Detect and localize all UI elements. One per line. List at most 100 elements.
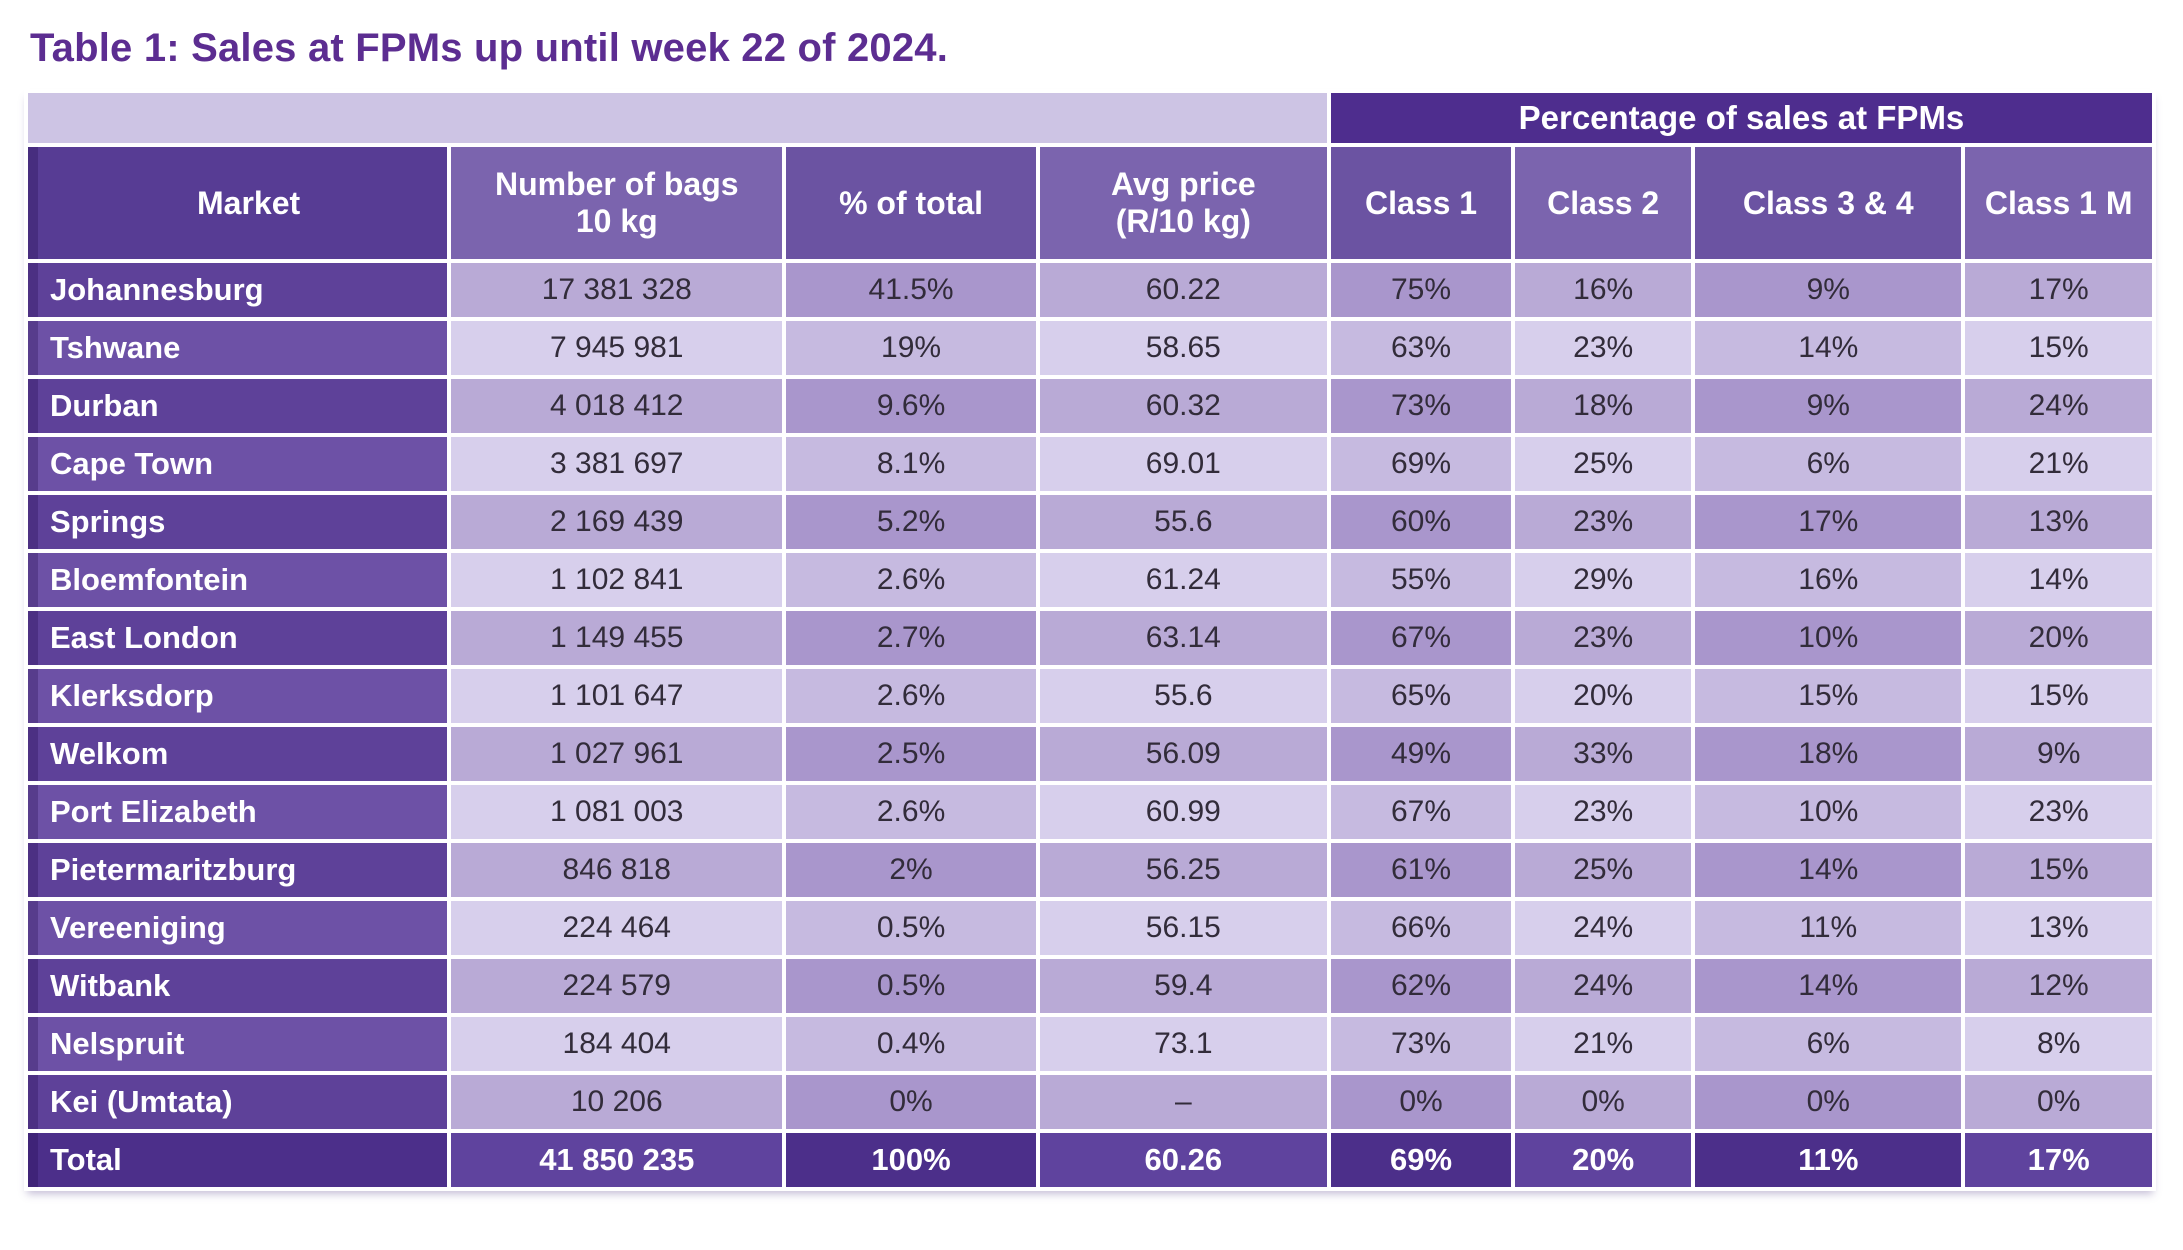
total-pct-cell: 100% bbox=[786, 1133, 1036, 1187]
table-row: Pietermaritzburg 846 818 2% 56.25 61% 25… bbox=[28, 843, 2152, 897]
market-cell: East London bbox=[28, 611, 448, 665]
market-cell: Klerksdorp bbox=[28, 669, 448, 723]
market-cell: Cape Town bbox=[28, 437, 448, 491]
empty-header-strip bbox=[28, 93, 1327, 143]
table-body: Johannesburg 17 381 328 41.5% 60.22 75% … bbox=[28, 263, 2152, 1129]
table-row: Durban 4 018 412 9.6% 60.32 73% 18% 9% 2… bbox=[28, 379, 2152, 433]
total-class-3-4-cell: 11% bbox=[1695, 1133, 1962, 1187]
column-header-market: Market bbox=[28, 147, 448, 259]
class-2-cell: 23% bbox=[1515, 611, 1692, 665]
total-avg-price-cell: 60.26 bbox=[1039, 1133, 1327, 1187]
market-cell: Johannesburg bbox=[28, 263, 448, 317]
pct-total-cell: 2.7% bbox=[786, 611, 1036, 665]
class-1-m-cell: 14% bbox=[1965, 553, 2152, 607]
table-row: Kei (Umtata) 10 206 0% – 0% 0% 0% 0% bbox=[28, 1075, 2152, 1129]
pct-total-cell: 2.6% bbox=[786, 785, 1036, 839]
bags-cell: 1 149 455 bbox=[451, 611, 783, 665]
bags-cell: 10 206 bbox=[451, 1075, 783, 1129]
class-1-m-cell: 21% bbox=[1965, 437, 2152, 491]
class-1-m-cell: 15% bbox=[1965, 321, 2152, 375]
avg-price-cell: 61.24 bbox=[1039, 553, 1327, 607]
class-1-m-cell: 9% bbox=[1965, 727, 2152, 781]
avg-price-cell: 55.6 bbox=[1039, 669, 1327, 723]
class-3-4-cell: 16% bbox=[1695, 553, 1962, 607]
bags-cell: 1 081 003 bbox=[451, 785, 783, 839]
class-2-cell: 24% bbox=[1515, 901, 1692, 955]
total-class-1-m-cell: 17% bbox=[1965, 1133, 2152, 1187]
market-cell: Bloemfontein bbox=[28, 553, 448, 607]
market-cell: Welkom bbox=[28, 727, 448, 781]
class-2-cell: 23% bbox=[1515, 785, 1692, 839]
class-3-4-cell: 9% bbox=[1695, 379, 1962, 433]
avg-price-cell: 60.22 bbox=[1039, 263, 1327, 317]
class-3-4-cell: 6% bbox=[1695, 437, 1962, 491]
table-row: Johannesburg 17 381 328 41.5% 60.22 75% … bbox=[28, 263, 2152, 317]
avg-price-cell: 56.15 bbox=[1039, 901, 1327, 955]
class-3-4-cell: 14% bbox=[1695, 843, 1962, 897]
class-1-m-cell: 15% bbox=[1965, 669, 2152, 723]
bags-cell: 1 027 961 bbox=[451, 727, 783, 781]
class-2-cell: 0% bbox=[1515, 1075, 1692, 1129]
class-2-cell: 18% bbox=[1515, 379, 1692, 433]
class-2-cell: 24% bbox=[1515, 959, 1692, 1013]
class-2-cell: 23% bbox=[1515, 495, 1692, 549]
column-header-row: Market Number of bags 10 kg % of total A… bbox=[28, 147, 2152, 259]
class-3-4-cell: 15% bbox=[1695, 669, 1962, 723]
bags-cell: 1 101 647 bbox=[451, 669, 783, 723]
table-row: Nelspruit 184 404 0.4% 73.1 73% 21% 6% 8… bbox=[28, 1017, 2152, 1071]
avg-price-cell: 55.6 bbox=[1039, 495, 1327, 549]
class-1-m-cell: 0% bbox=[1965, 1075, 2152, 1129]
avg-price-cell: 73.1 bbox=[1039, 1017, 1327, 1071]
class-3-4-cell: 6% bbox=[1695, 1017, 1962, 1071]
bags-cell: 17 381 328 bbox=[451, 263, 783, 317]
pct-total-cell: 0.4% bbox=[786, 1017, 1036, 1071]
class-1-cell: 49% bbox=[1330, 727, 1512, 781]
avg-price-cell: 60.99 bbox=[1039, 785, 1327, 839]
class-1-m-cell: 15% bbox=[1965, 843, 2152, 897]
class-1-cell: 69% bbox=[1330, 437, 1512, 491]
class-1-cell: 62% bbox=[1330, 959, 1512, 1013]
class-1-cell: 65% bbox=[1330, 669, 1512, 723]
table-row: Tshwane 7 945 981 19% 58.65 63% 23% 14% … bbox=[28, 321, 2152, 375]
class-1-cell: 60% bbox=[1330, 495, 1512, 549]
pct-total-cell: 2% bbox=[786, 843, 1036, 897]
group-header-cell: Percentage of sales at FPMs bbox=[1330, 93, 2152, 143]
table-row: Springs 2 169 439 5.2% 55.6 60% 23% 17% … bbox=[28, 495, 2152, 549]
class-1-m-cell: 23% bbox=[1965, 785, 2152, 839]
class-3-4-cell: 10% bbox=[1695, 611, 1962, 665]
market-cell: Durban bbox=[28, 379, 448, 433]
table-row: Klerksdorp 1 101 647 2.6% 55.6 65% 20% 1… bbox=[28, 669, 2152, 723]
class-1-cell: 63% bbox=[1330, 321, 1512, 375]
bags-cell: 3 381 697 bbox=[451, 437, 783, 491]
market-cell: Vereeniging bbox=[28, 901, 448, 955]
class-1-m-cell: 20% bbox=[1965, 611, 2152, 665]
class-1-cell: 66% bbox=[1330, 901, 1512, 955]
total-class-2-cell: 20% bbox=[1515, 1133, 1692, 1187]
class-1-cell: 67% bbox=[1330, 611, 1512, 665]
group-header-row: Percentage of sales at FPMs bbox=[28, 93, 2152, 143]
class-1-cell: 73% bbox=[1330, 379, 1512, 433]
class-1-cell: 55% bbox=[1330, 553, 1512, 607]
class-1-m-cell: 24% bbox=[1965, 379, 2152, 433]
table-row: Bloemfontein 1 102 841 2.6% 61.24 55% 29… bbox=[28, 553, 2152, 607]
avg-price-cell: 56.09 bbox=[1039, 727, 1327, 781]
class-1-cell: 73% bbox=[1330, 1017, 1512, 1071]
pct-total-cell: 8.1% bbox=[786, 437, 1036, 491]
market-cell: Witbank bbox=[28, 959, 448, 1013]
pct-total-cell: 41.5% bbox=[786, 263, 1036, 317]
total-bags-cell: 41 850 235 bbox=[451, 1133, 783, 1187]
page-title: Table 1: Sales at FPMs up until week 22 … bbox=[30, 26, 949, 70]
bags-cell: 184 404 bbox=[451, 1017, 783, 1071]
total-class-1-cell: 69% bbox=[1330, 1133, 1512, 1187]
table-row: Witbank 224 579 0.5% 59.4 62% 24% 14% 12… bbox=[28, 959, 2152, 1013]
pct-total-cell: 19% bbox=[786, 321, 1036, 375]
table-row: Vereeniging 224 464 0.5% 56.15 66% 24% 1… bbox=[28, 901, 2152, 955]
pct-total-cell: 0% bbox=[786, 1075, 1036, 1129]
class-1-cell: 75% bbox=[1330, 263, 1512, 317]
class-1-m-cell: 17% bbox=[1965, 263, 2152, 317]
column-header-class-3-4: Class 3 & 4 bbox=[1695, 147, 1962, 259]
class-2-cell: 20% bbox=[1515, 669, 1692, 723]
pct-total-cell: 0.5% bbox=[786, 959, 1036, 1013]
column-header-pct-total: % of total bbox=[786, 147, 1036, 259]
bags-cell: 224 579 bbox=[451, 959, 783, 1013]
